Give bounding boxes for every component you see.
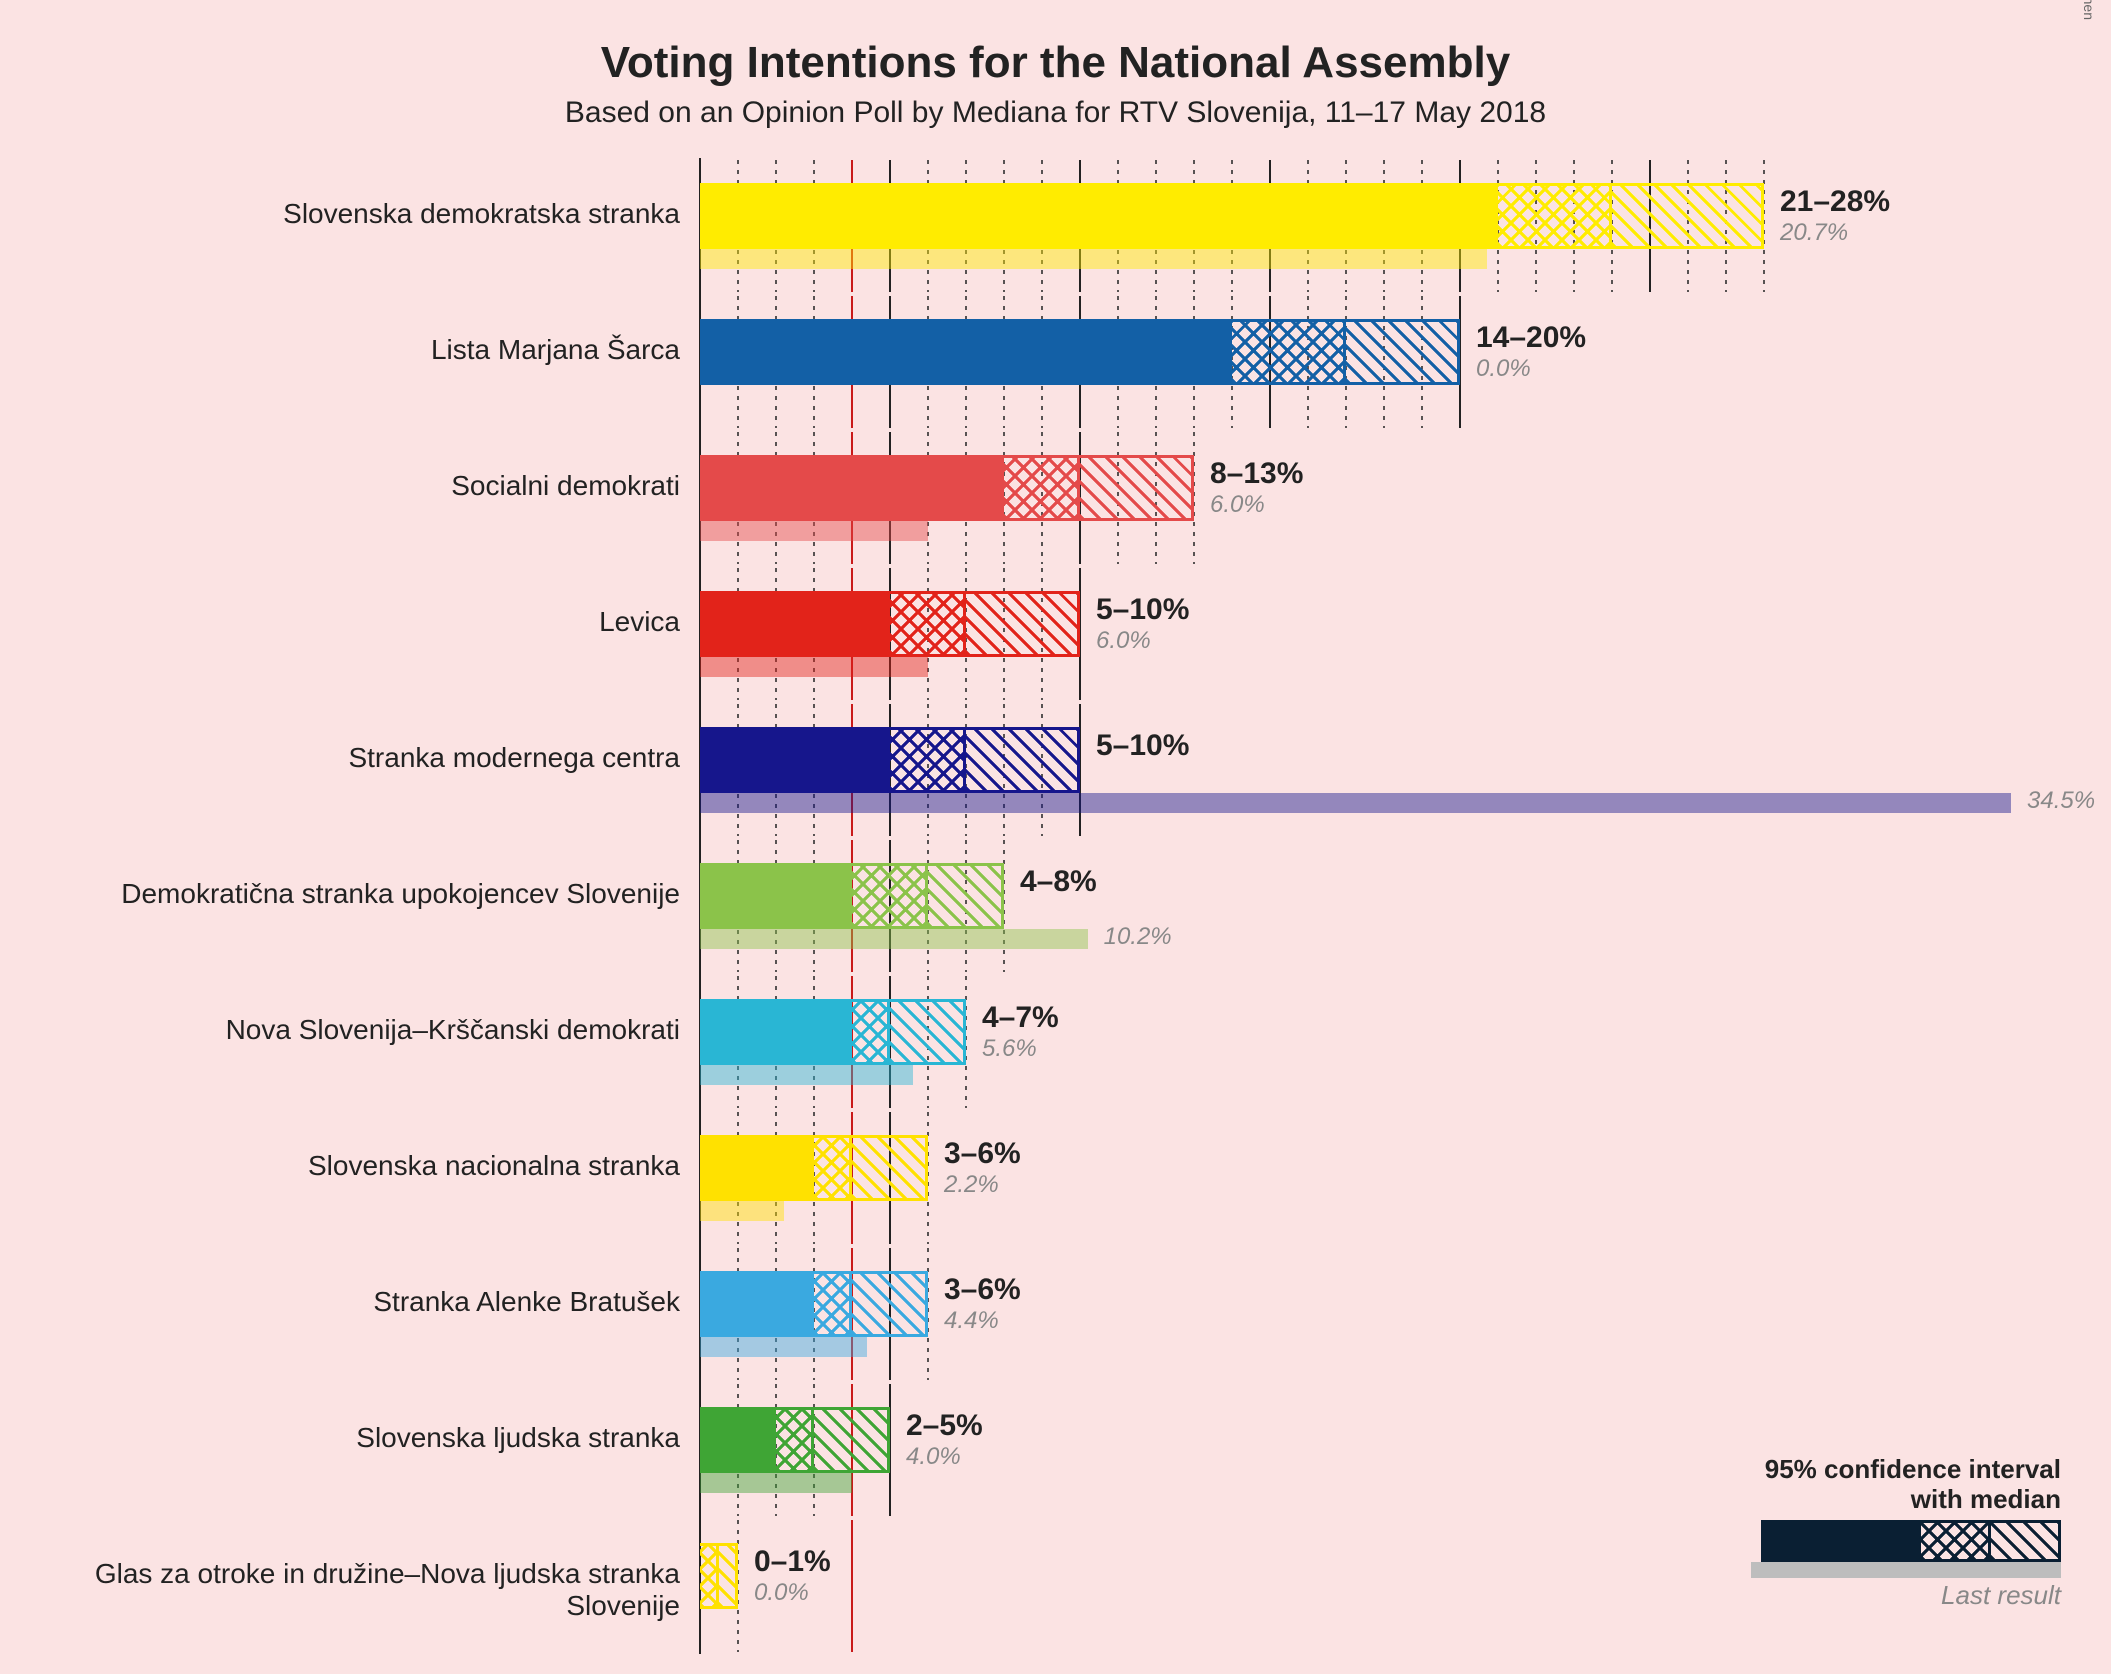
bar-solid <box>700 319 1232 385</box>
party-label: Glas za otroke in družine–Nova ljudska s… <box>10 1558 680 1622</box>
party-row: Slovenska demokratska stranka 21–28%20.7% <box>0 158 2111 294</box>
party-label: Socialni demokrati <box>10 470 680 502</box>
bar-diagonal <box>966 727 1080 793</box>
bar-last-result <box>700 929 1088 949</box>
bar-diagonal <box>719 1543 738 1609</box>
bar-crosshatch <box>814 1135 852 1201</box>
bar-solid <box>700 863 852 929</box>
range-label: 4–8% <box>1020 865 1097 899</box>
bar-crosshatch <box>852 863 928 929</box>
bar-solid <box>700 183 1498 249</box>
last-result-label: 6.0% <box>1096 627 1151 655</box>
party-label: Slovenska ljudska stranka <box>10 1422 680 1454</box>
legend-last-text: Last result <box>1661 1580 2061 1611</box>
bar-diagonal <box>966 591 1080 657</box>
range-label: 4–7% <box>982 1001 1059 1035</box>
bar-solid <box>700 1407 776 1473</box>
bar-diagonal <box>814 1407 890 1473</box>
chart-subtitle: Based on an Opinion Poll by Mediana for … <box>0 96 2111 130</box>
legend-text-line1: 95% confidence interval <box>1661 1454 2061 1485</box>
party-label: Slovenska nacionalna stranka <box>10 1150 680 1182</box>
last-result-label: 4.0% <box>906 1443 961 1471</box>
legend-bar-last <box>1751 1562 2061 1578</box>
party-row: Socialni demokrati 8–13%6.0% <box>0 430 2111 566</box>
bar-last-result <box>700 521 928 541</box>
party-label: Lista Marjana Šarca <box>10 334 680 366</box>
party-row: Slovenska nacionalna stranka 3–6%2.2% <box>0 1110 2111 1246</box>
copyright-text: © 2018 Filip van Laenen <box>2081 0 2097 20</box>
party-row: Demokratična stranka upokojencev Sloveni… <box>0 838 2111 974</box>
party-row: Levica 5–10%6.0% <box>0 566 2111 702</box>
range-label: 2–5% <box>906 1409 983 1443</box>
party-label: Stranka modernega centra <box>10 742 680 774</box>
bar-crosshatch <box>890 591 966 657</box>
party-label: Nova Slovenija–Krščanski demokrati <box>10 1014 680 1046</box>
party-label: Demokratična stranka upokojencev Sloveni… <box>10 878 680 910</box>
bar-crosshatch <box>776 1407 814 1473</box>
bar-solid <box>700 591 890 657</box>
range-label: 3–6% <box>944 1273 1021 1307</box>
last-result-label: 4.4% <box>944 1307 999 1335</box>
party-row: Lista Marjana Šarca 14–20%0.0% <box>0 294 2111 430</box>
bar-crosshatch <box>890 727 966 793</box>
range-label: 5–10% <box>1096 729 1189 763</box>
bar-solid <box>700 727 890 793</box>
party-row: Nova Slovenija–Krščanski demokrati 4–7%5.… <box>0 974 2111 1110</box>
bar-diagonal <box>890 999 966 1065</box>
legend: 95% confidence intervalwith median Last r… <box>1661 1454 2061 1624</box>
legend-text-line2: with median <box>1661 1484 2061 1515</box>
bar-diagonal <box>852 1271 928 1337</box>
bar-diagonal <box>1612 183 1764 249</box>
bar-crosshatch <box>1232 319 1346 385</box>
bar-last-result <box>700 657 928 677</box>
last-result-label: 20.7% <box>1780 219 1848 247</box>
range-label: 14–20% <box>1476 321 1586 355</box>
bar-last-result <box>700 1337 867 1357</box>
bar-solid <box>700 1271 814 1337</box>
last-result-label: 0.0% <box>1476 355 1531 383</box>
bar-diagonal <box>1080 455 1194 521</box>
chart-title: Voting Intentions for the National Assem… <box>0 38 2111 88</box>
bar-solid <box>700 1135 814 1201</box>
last-result-label: 5.6% <box>982 1035 1037 1063</box>
party-row: Stranka modernega centra 5–10% 34.5% <box>0 702 2111 838</box>
bar-diagonal <box>852 1135 928 1201</box>
bar-last-result <box>700 793 2011 813</box>
range-label: 3–6% <box>944 1137 1021 1171</box>
bar-solid <box>700 455 1004 521</box>
last-result-label: 34.5% <box>2027 787 2095 815</box>
party-label: Levica <box>10 606 680 638</box>
bar-diagonal <box>1346 319 1460 385</box>
last-result-label: 10.2% <box>1104 923 1172 951</box>
party-label: Slovenska demokratska stranka <box>10 198 680 230</box>
bar-diagonal <box>928 863 1004 929</box>
bar-crosshatch <box>700 1543 719 1609</box>
bar-last-result <box>700 1473 852 1493</box>
bar-last-result <box>700 1201 784 1221</box>
bar-crosshatch <box>1498 183 1612 249</box>
last-result-label: 6.0% <box>1210 491 1265 519</box>
bar-last-result <box>700 249 1487 269</box>
range-label: 0–1% <box>754 1545 831 1579</box>
range-label: 8–13% <box>1210 457 1303 491</box>
legend-bar-diagonal <box>1991 1520 2061 1562</box>
party-label: Stranka Alenke Bratušek <box>10 1286 680 1318</box>
bar-crosshatch <box>814 1271 852 1337</box>
bar-crosshatch <box>852 999 890 1065</box>
bar-last-result <box>700 1065 913 1085</box>
last-result-label: 0.0% <box>754 1579 809 1607</box>
legend-bar-solid <box>1761 1520 1921 1562</box>
range-label: 21–28% <box>1780 185 1890 219</box>
bar-crosshatch <box>1004 455 1080 521</box>
range-label: 5–10% <box>1096 593 1189 627</box>
party-row: Stranka Alenke Bratušek 3–6%4.4% <box>0 1246 2111 1382</box>
last-result-label: 2.2% <box>944 1171 999 1199</box>
legend-bar-crosshatch <box>1921 1520 1991 1562</box>
bar-solid <box>700 999 852 1065</box>
